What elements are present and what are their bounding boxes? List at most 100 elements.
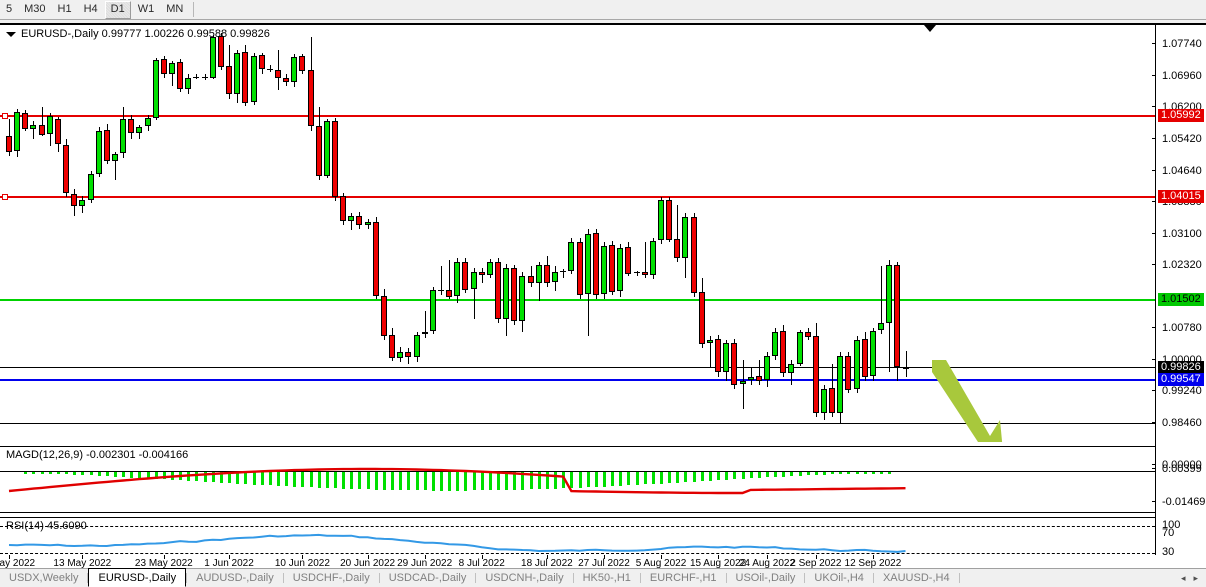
candle-body	[136, 127, 143, 133]
candle-body	[14, 111, 21, 151]
toolbar-rule	[0, 19, 1206, 22]
chart-tab-xauusd-h4[interactable]: XAUUSD-,H4	[882, 572, 950, 584]
time-axis-tick	[546, 555, 548, 559]
timeframe-toolbar: 5 M30 H1 H4 D1 W1 MN	[0, 0, 1206, 19]
chart-tab-usdcnh-daily[interactable]: USDCNH-,Daily	[485, 572, 564, 584]
timeframe-button-h1[interactable]: H1	[57, 2, 72, 15]
macd-histogram-bar	[399, 472, 403, 491]
chart-tab-eurchf-h1[interactable]: EURCHF-,H1	[649, 572, 717, 584]
scroll-left-icon[interactable]: ◂	[1180, 572, 1186, 583]
chart-shift-marker-icon[interactable]	[924, 25, 936, 32]
rsi-level-line	[0, 553, 1155, 554]
chart-tab-hk50-h1[interactable]: HK50-,H1	[582, 572, 631, 584]
macd-histogram-bar	[855, 472, 859, 475]
timeframe-button-mn[interactable]: MN	[166, 2, 184, 15]
time-axis-label: 20 Jun 2022	[340, 558, 396, 569]
bearish-arrow-icon[interactable]	[928, 358, 1008, 442]
price-axis-tick: 1.07740	[1152, 38, 1202, 50]
last-price-label[interactable]: 0.99826	[1158, 361, 1204, 375]
candle-body	[348, 216, 355, 221]
time-axis-tick	[766, 555, 768, 559]
candle-body	[103, 130, 110, 161]
macd-histogram-bar	[537, 472, 541, 490]
level-line-handle[interactable]	[2, 113, 8, 120]
macd-axis-tick: -0.01469	[1152, 497, 1205, 508]
candle-body	[731, 342, 738, 385]
timeframe-button-d1[interactable]: D1	[104, 0, 131, 19]
candle-body	[796, 332, 803, 364]
macd-histogram-bar	[260, 472, 264, 485]
chart-tab-ukoil-h4[interactable]: UKOil-,H4	[814, 572, 864, 584]
price-axis-tick: 1.05420	[1152, 133, 1202, 145]
price-axis[interactable]: 1.077401.069601.062001.054201.046401.038…	[1152, 25, 1206, 566]
horizontal-level-line[interactable]	[0, 423, 1155, 425]
horizontal-level-line[interactable]	[0, 367, 1155, 369]
price-pane[interactable]: EURUSD-,Daily 0.99777 1.00226 0.99588 0.…	[0, 25, 1155, 442]
macd-histogram-bar	[521, 472, 525, 490]
candle-body	[617, 247, 624, 292]
chart-tab-eurusd-daily[interactable]: EURUSD-,Daily	[88, 568, 187, 587]
candle-wick	[637, 271, 638, 277]
macd-histogram-bar	[871, 472, 875, 474]
macd-histogram-bar	[130, 472, 134, 478]
candle-wick	[441, 266, 442, 295]
candle-wick	[172, 60, 173, 87]
candle-body	[747, 376, 754, 381]
level-line-handle[interactable]	[2, 194, 8, 201]
tab-divider	[872, 573, 874, 583]
candle-body	[63, 144, 70, 194]
collapse-triangle-icon[interactable]	[6, 31, 16, 37]
symbol-legend-text: EURUSD-,Daily 0.99777 1.00226 0.99588 0.…	[21, 28, 270, 40]
candle-body	[405, 351, 412, 357]
scroll-right-icon[interactable]: ▸	[1193, 572, 1198, 583]
timeframe-button-m30[interactable]: M30	[24, 2, 46, 15]
candle-body	[641, 271, 648, 276]
macd-histogram-bar	[448, 472, 452, 491]
time-axis-tick	[481, 555, 483, 559]
chart-frame[interactable]: EURUSD-,Daily 0.99777 1.00226 0.99588 0.…	[0, 23, 1206, 566]
timeframe-button-w1[interactable]: W1	[137, 2, 155, 15]
support-line-label[interactable]: 1.01502	[1158, 292, 1204, 306]
candle-wick	[645, 241, 646, 279]
macd-histogram-bar	[806, 472, 810, 476]
chart-tab-usoil-daily[interactable]: USOil-,Daily	[735, 572, 796, 584]
candle-body	[592, 233, 599, 295]
horizontal-level-line[interactable]	[0, 115, 1155, 118]
candle-body	[144, 118, 151, 127]
resistance-line-label[interactable]: 1.05992	[1158, 109, 1204, 123]
time-axis-label: 29 Jun 2022	[397, 558, 453, 569]
chart-tab-usdx-weekly[interactable]: USDX,Weekly	[9, 572, 79, 584]
time-axis-label: 10 Jun 2022	[274, 558, 330, 569]
timeframe-button-h4[interactable]: H4	[83, 2, 98, 15]
macd-signal-line	[8, 467, 906, 495]
candle-body	[788, 364, 795, 373]
horizontal-level-line[interactable]	[0, 298, 1155, 301]
candle-body	[177, 62, 184, 90]
macd-histogram-bar	[40, 472, 44, 475]
candle-body	[38, 124, 45, 135]
chart-tabbar[interactable]: USDX,Weekly EURUSD-,Daily AUDUSD-,Daily USD…	[0, 568, 1206, 587]
candle-body	[274, 69, 281, 79]
tabbar-scroll-controls[interactable]: ◂ ▸	[1181, 569, 1206, 587]
resistance-line-label[interactable]: 1.04015	[1158, 190, 1204, 204]
macd-histogram-bar	[651, 472, 655, 485]
candle-body	[152, 59, 159, 118]
candle-body	[380, 296, 387, 336]
horizontal-level-line[interactable]	[0, 378, 1155, 381]
bid-line-label[interactable]: 0.99547	[1158, 372, 1204, 386]
candle-wick	[906, 350, 907, 377]
candle-body	[323, 121, 330, 176]
chart-tab-usdchf-daily[interactable]: USDCHF-,Daily	[292, 572, 370, 584]
candle-body	[209, 37, 216, 78]
horizontal-level-line[interactable]	[0, 196, 1155, 199]
macd-histogram-bar	[717, 472, 721, 481]
macd-histogram-bar	[757, 472, 761, 478]
macd-pane[interactable]: MAGD(12,26,9) -0.002301 -0.004166	[0, 446, 1155, 513]
chart-tab-audusd-daily[interactable]: AUDUSD-,Daily	[196, 572, 274, 584]
price-axis-tick: 1.00000	[1152, 355, 1202, 366]
chart-tab-usdcad-daily[interactable]: USDCAD-,Daily	[388, 572, 467, 584]
time-axis-label: 24 Aug 2022	[738, 558, 796, 569]
candle-wick	[196, 74, 197, 79]
timeframe-button-5[interactable]: 5	[6, 2, 13, 15]
candle-body	[486, 262, 493, 275]
